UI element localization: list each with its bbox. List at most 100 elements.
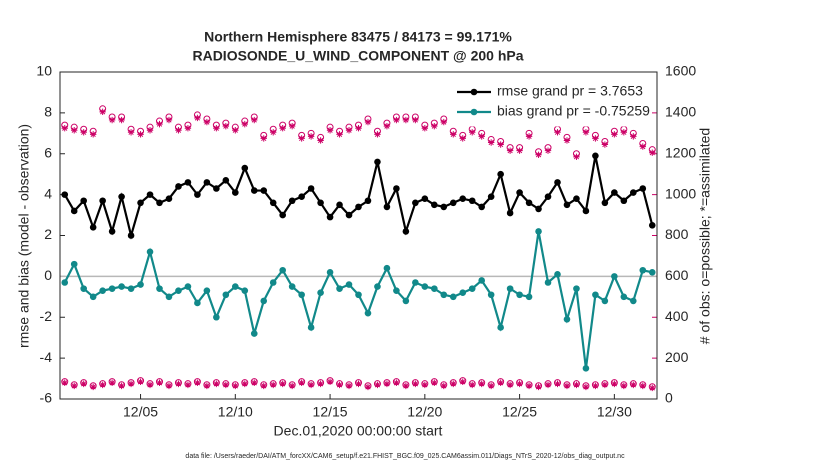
point: [298, 193, 305, 200]
obs-assimilated: [421, 381, 429, 389]
point: [611, 273, 618, 280]
point: [222, 177, 230, 184]
y2-tick-label: 600: [665, 267, 689, 283]
y2-tick-label: 200: [665, 349, 689, 365]
point: [355, 291, 362, 299]
point: [213, 185, 220, 192]
point: [573, 195, 580, 203]
point: [554, 271, 561, 278]
obs-assimilated: [241, 380, 248, 388]
point: [70, 207, 78, 215]
obs-assimilated: [630, 133, 637, 140]
obs-assimilated: [260, 135, 267, 142]
point: [554, 179, 561, 186]
y2-tick-label: 1200: [665, 144, 696, 160]
point: [355, 203, 362, 211]
obs-assimilated: [402, 382, 410, 390]
obs-assimilated: [554, 380, 561, 388]
obs-assimilated: [497, 141, 504, 148]
point: [383, 264, 391, 272]
chart-title: Northern Hemisphere 83475 / 84173 = 99.1…: [204, 29, 512, 45]
y2-tick-label: 800: [665, 226, 689, 242]
obs-assimilated: [639, 382, 646, 390]
point: [468, 197, 476, 205]
point: [108, 285, 116, 292]
obs-assimilated: [251, 379, 258, 387]
obs-assimilated: [288, 122, 296, 130]
point: [108, 228, 116, 235]
point: [137, 281, 144, 288]
point: [374, 283, 381, 290]
obs-assimilated: [270, 381, 277, 389]
point: [232, 283, 239, 290]
obs-assimilated: [383, 122, 391, 130]
point: [70, 260, 78, 268]
obs-assimilated: [118, 382, 125, 390]
y-tick-label: 2: [44, 226, 52, 242]
point: [440, 203, 448, 211]
point: [269, 279, 277, 286]
obs-assimilated: [374, 381, 381, 389]
point: [459, 289, 467, 297]
obs-assimilated: [459, 378, 466, 386]
point: [497, 170, 504, 178]
legend-box: [452, 79, 644, 127]
point: [61, 279, 69, 286]
obs-assimilated: [469, 381, 476, 389]
obs-assimilated: [525, 133, 533, 140]
obs-assimilated: [156, 120, 163, 128]
y2-tick-label: 1400: [665, 104, 696, 120]
obs-assimilated: [459, 135, 466, 142]
point: [592, 152, 599, 160]
point: [260, 297, 268, 305]
obs-assimilated: [563, 137, 571, 144]
legend-label: bias grand pr = -0.75259: [497, 103, 650, 119]
obs-assimilated: [516, 147, 523, 154]
obs-assimilated: [364, 118, 372, 126]
obs-assimilated: [478, 133, 485, 140]
point: [487, 291, 495, 299]
y-tick-label: 4: [44, 185, 52, 201]
obs-assimilated: [649, 384, 656, 392]
footnote: data file: /Users/raeder/DAI/ATM_forcXX/…: [185, 453, 625, 460]
point: [336, 285, 343, 292]
point: [459, 195, 467, 203]
obs-assimilated: [364, 383, 372, 391]
obs-assimilated: [326, 127, 334, 134]
point: [203, 179, 211, 186]
obs-assimilated: [412, 380, 419, 388]
point: [468, 285, 476, 292]
obs-assimilated: [573, 153, 580, 161]
obs-assimilated: [649, 149, 656, 156]
obs-assimilated: [99, 381, 106, 389]
obs-assimilated: [89, 383, 97, 391]
obs-assimilated: [440, 382, 447, 390]
obs-assimilated: [146, 127, 154, 134]
point: [364, 197, 372, 205]
point: [279, 266, 286, 274]
obs-assimilated: [232, 127, 239, 134]
obs-assimilated: [118, 116, 125, 124]
obs-assimilated: [213, 380, 220, 388]
obs-assimilated: [582, 383, 590, 391]
x-axis-label: Dec.01,2020 00:00:00 start: [274, 423, 443, 439]
obs-assimilated: [535, 383, 542, 391]
point: [345, 281, 353, 288]
legend-marker: [470, 88, 478, 96]
obs-assimilated: [194, 379, 201, 387]
obs-assimilated: [232, 382, 239, 390]
obs-assimilated: [317, 137, 324, 144]
y-axis-label: rmse and bias (model - observation): [16, 124, 32, 348]
obs-assimilated: [450, 131, 457, 138]
obs-assimilated: [307, 381, 315, 389]
obs-assimilated: [506, 381, 514, 389]
point: [639, 266, 647, 274]
obs-assimilated: [355, 380, 362, 388]
obs-assimilated: [108, 116, 116, 124]
obs-assimilated: [156, 379, 163, 387]
obs-assimilated: [127, 380, 135, 388]
point: [440, 291, 448, 299]
obs-assimilated: [440, 118, 447, 126]
